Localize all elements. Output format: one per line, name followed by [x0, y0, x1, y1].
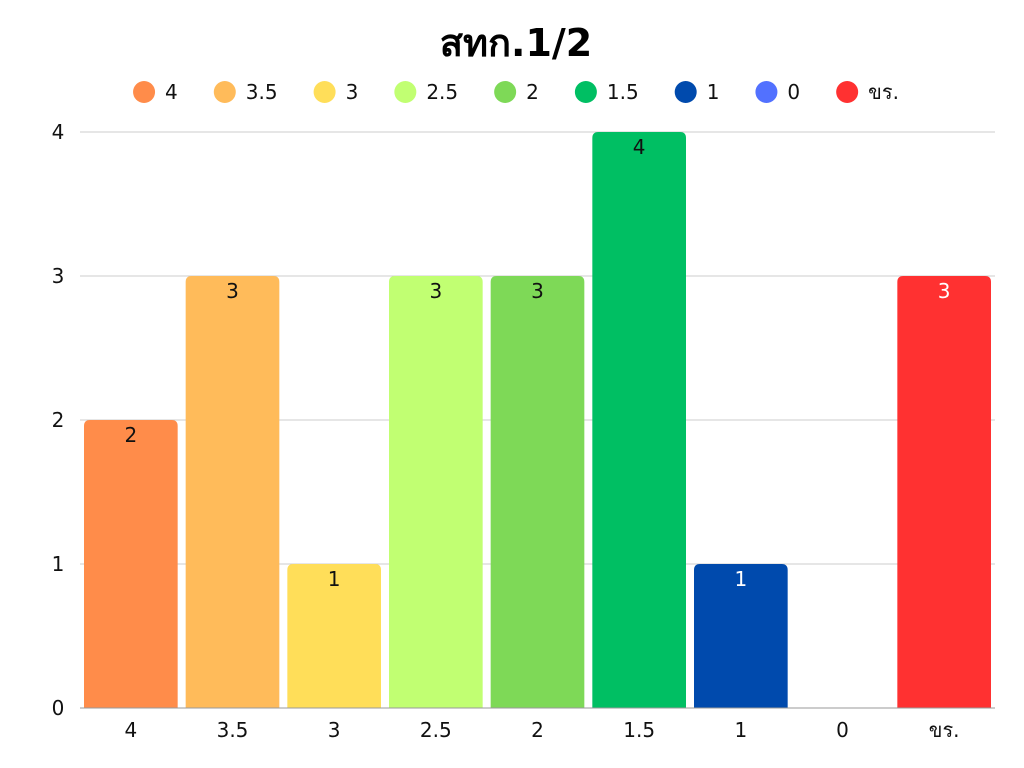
data-label: 3 — [429, 279, 442, 303]
chart-title: สทก.1/2 — [440, 21, 592, 65]
x-tick-label: 1 — [734, 718, 747, 742]
legend-label: 1 — [707, 80, 720, 104]
legend-marker — [674, 81, 697, 103]
data-label: 2 — [124, 423, 137, 447]
legend-marker — [755, 81, 778, 103]
legend-label: ขร. — [868, 80, 899, 104]
legend-marker — [394, 81, 417, 103]
x-tick-label: 3.5 — [217, 718, 249, 742]
x-tick-label: 0 — [836, 718, 849, 742]
x-tick-label: ขร. — [929, 718, 960, 742]
legend-label: 4 — [165, 80, 178, 104]
bar — [897, 276, 991, 708]
data-label: 1 — [328, 567, 341, 591]
y-tick-label: 3 — [52, 264, 65, 288]
data-labels: 2 3 1 3 3 4 1 3 — [124, 135, 950, 591]
y-axis-ticks: 0 1 2 3 4 — [52, 120, 65, 720]
data-label: 1 — [734, 567, 747, 591]
bar — [185, 276, 280, 708]
y-tick-label: 2 — [52, 408, 65, 432]
x-tick-label: 2.5 — [420, 718, 452, 742]
legend-marker — [313, 81, 336, 103]
data-label: 3 — [531, 279, 544, 303]
legend-label: 1.5 — [607, 80, 639, 104]
legend-label: 3.5 — [246, 80, 278, 104]
chart-legend: 4 3.5 3 2.5 2 1.5 1 0 ขร. — [133, 80, 899, 104]
data-label: 3 — [226, 279, 239, 303]
y-tick-label: 1 — [52, 552, 65, 576]
legend-marker — [836, 81, 859, 103]
bar — [84, 420, 178, 708]
data-label: 4 — [633, 135, 646, 159]
x-tick-label: 4 — [124, 718, 137, 742]
bar — [389, 276, 483, 708]
bar — [490, 276, 585, 708]
x-tick-label: 1.5 — [623, 718, 655, 742]
data-label: 3 — [938, 279, 951, 303]
bar — [287, 564, 381, 708]
bar — [694, 564, 788, 708]
bars — [84, 132, 991, 708]
legend-marker — [213, 81, 236, 103]
y-tick-label: 4 — [52, 120, 65, 144]
legend-label: 0 — [787, 80, 800, 104]
legend-marker — [133, 81, 156, 103]
legend-label: 2 — [526, 80, 539, 104]
y-tick-label: 0 — [52, 696, 65, 720]
legend-label: 2.5 — [426, 80, 458, 104]
legend-marker — [574, 81, 597, 103]
legend-label: 3 — [346, 80, 359, 104]
legend-marker — [494, 81, 517, 103]
x-axis-ticks: 4 3.5 3 2.5 2 1.5 1 0 ขร. — [124, 718, 959, 742]
x-tick-label: 3 — [328, 718, 341, 742]
bar — [592, 132, 686, 708]
x-tick-label: 2 — [531, 718, 544, 742]
